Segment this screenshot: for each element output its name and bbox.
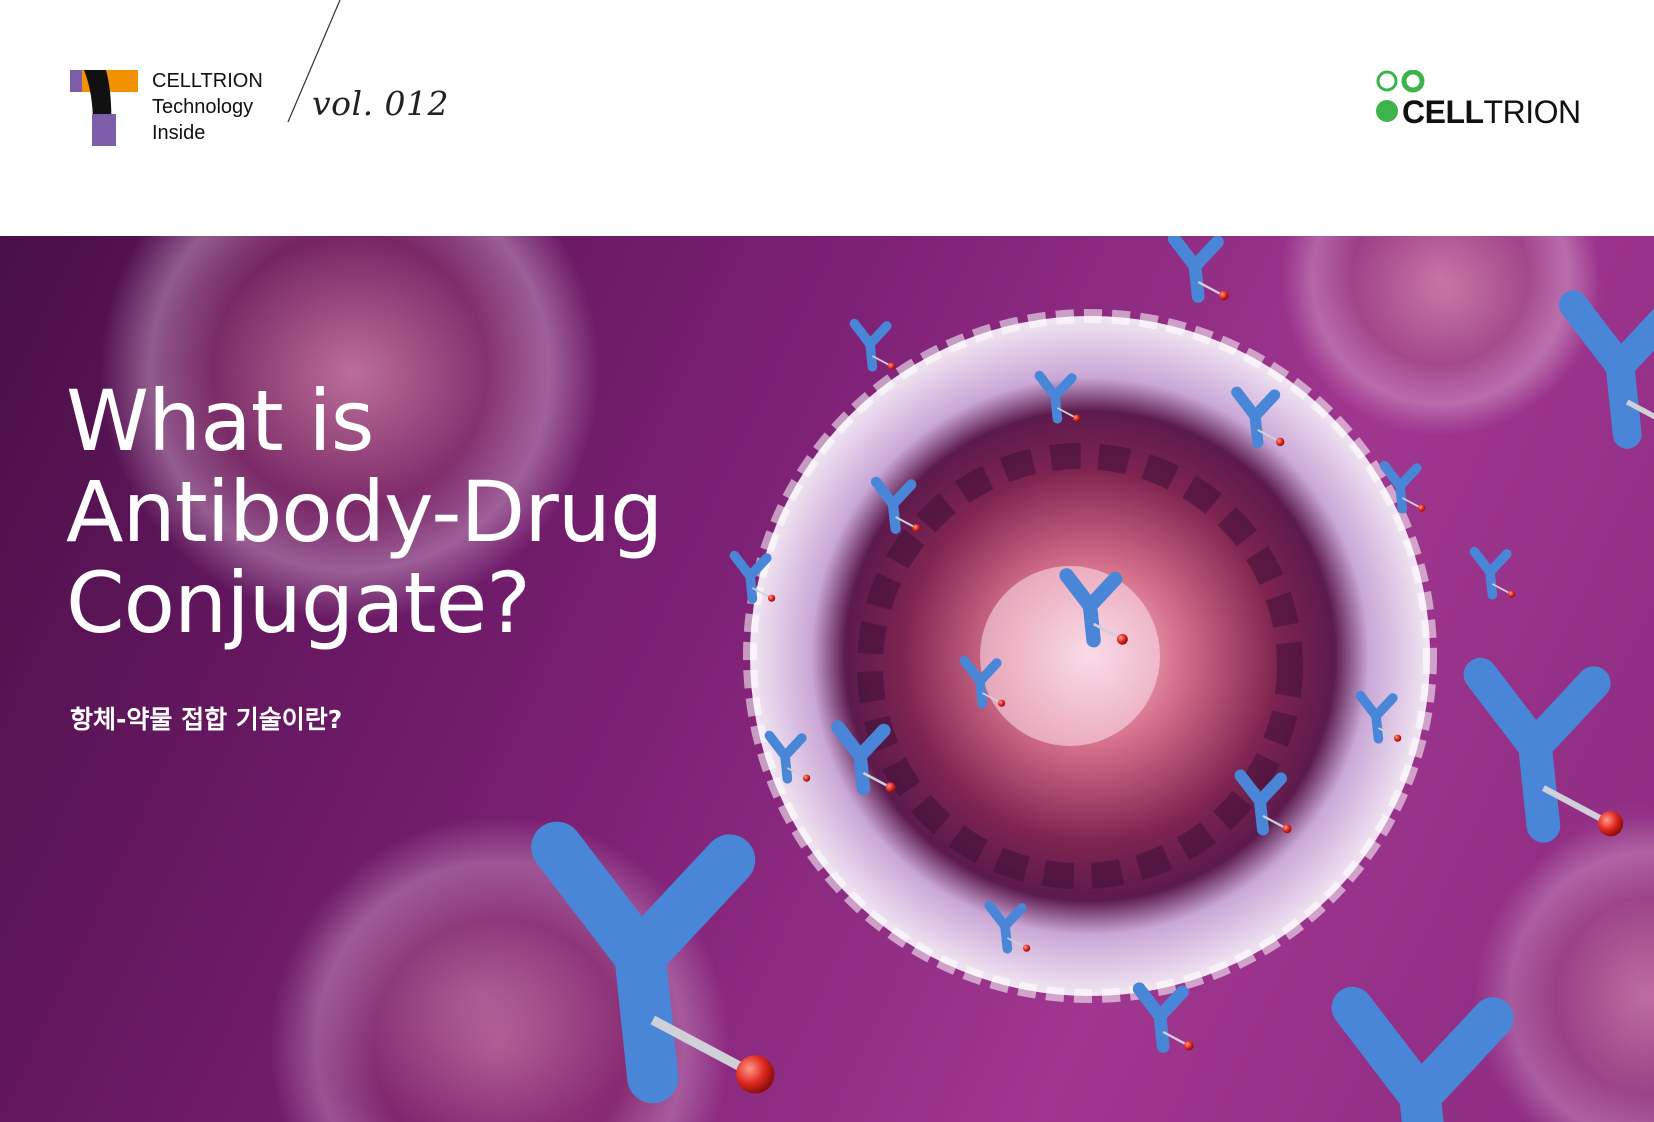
series-logo-text: CELLTRION Technology Inside	[152, 68, 263, 146]
volume-number: vol. 012	[312, 84, 449, 123]
hero-title-line-3: Conjugate?	[66, 558, 662, 649]
brand-wordmark-bold: CELL	[1402, 94, 1484, 130]
page-header: CELLTRION Technology Inside vol. 012 CEL…	[0, 0, 1654, 236]
brand-wordmark: CELLTRION	[1402, 94, 1581, 130]
hero-title: What is Antibody-Drug Conjugate?	[66, 376, 662, 649]
hero-banner: What is Antibody-Drug Conjugate? 항체-약물 접…	[0, 236, 1654, 1122]
hero-title-line-2: Antibody-Drug	[66, 467, 662, 558]
hero-title-line-1: What is	[66, 376, 662, 467]
logo-line-2: Technology	[152, 94, 263, 120]
hero-subtitle-korean: 항체-약물 접합 기술이란?	[70, 700, 342, 736]
celltrion-technology-inside-logo	[70, 70, 138, 146]
cancer-cell	[750, 316, 1430, 996]
logo-line-1: CELLTRION	[152, 68, 263, 94]
brand-wordmark-light: TRION	[1484, 94, 1581, 130]
logo-line-3: Inside	[152, 120, 263, 146]
celltrion-brand-logo: CELLTRION	[1376, 70, 1586, 126]
adc-cell-illustration	[0, 236, 1654, 1122]
